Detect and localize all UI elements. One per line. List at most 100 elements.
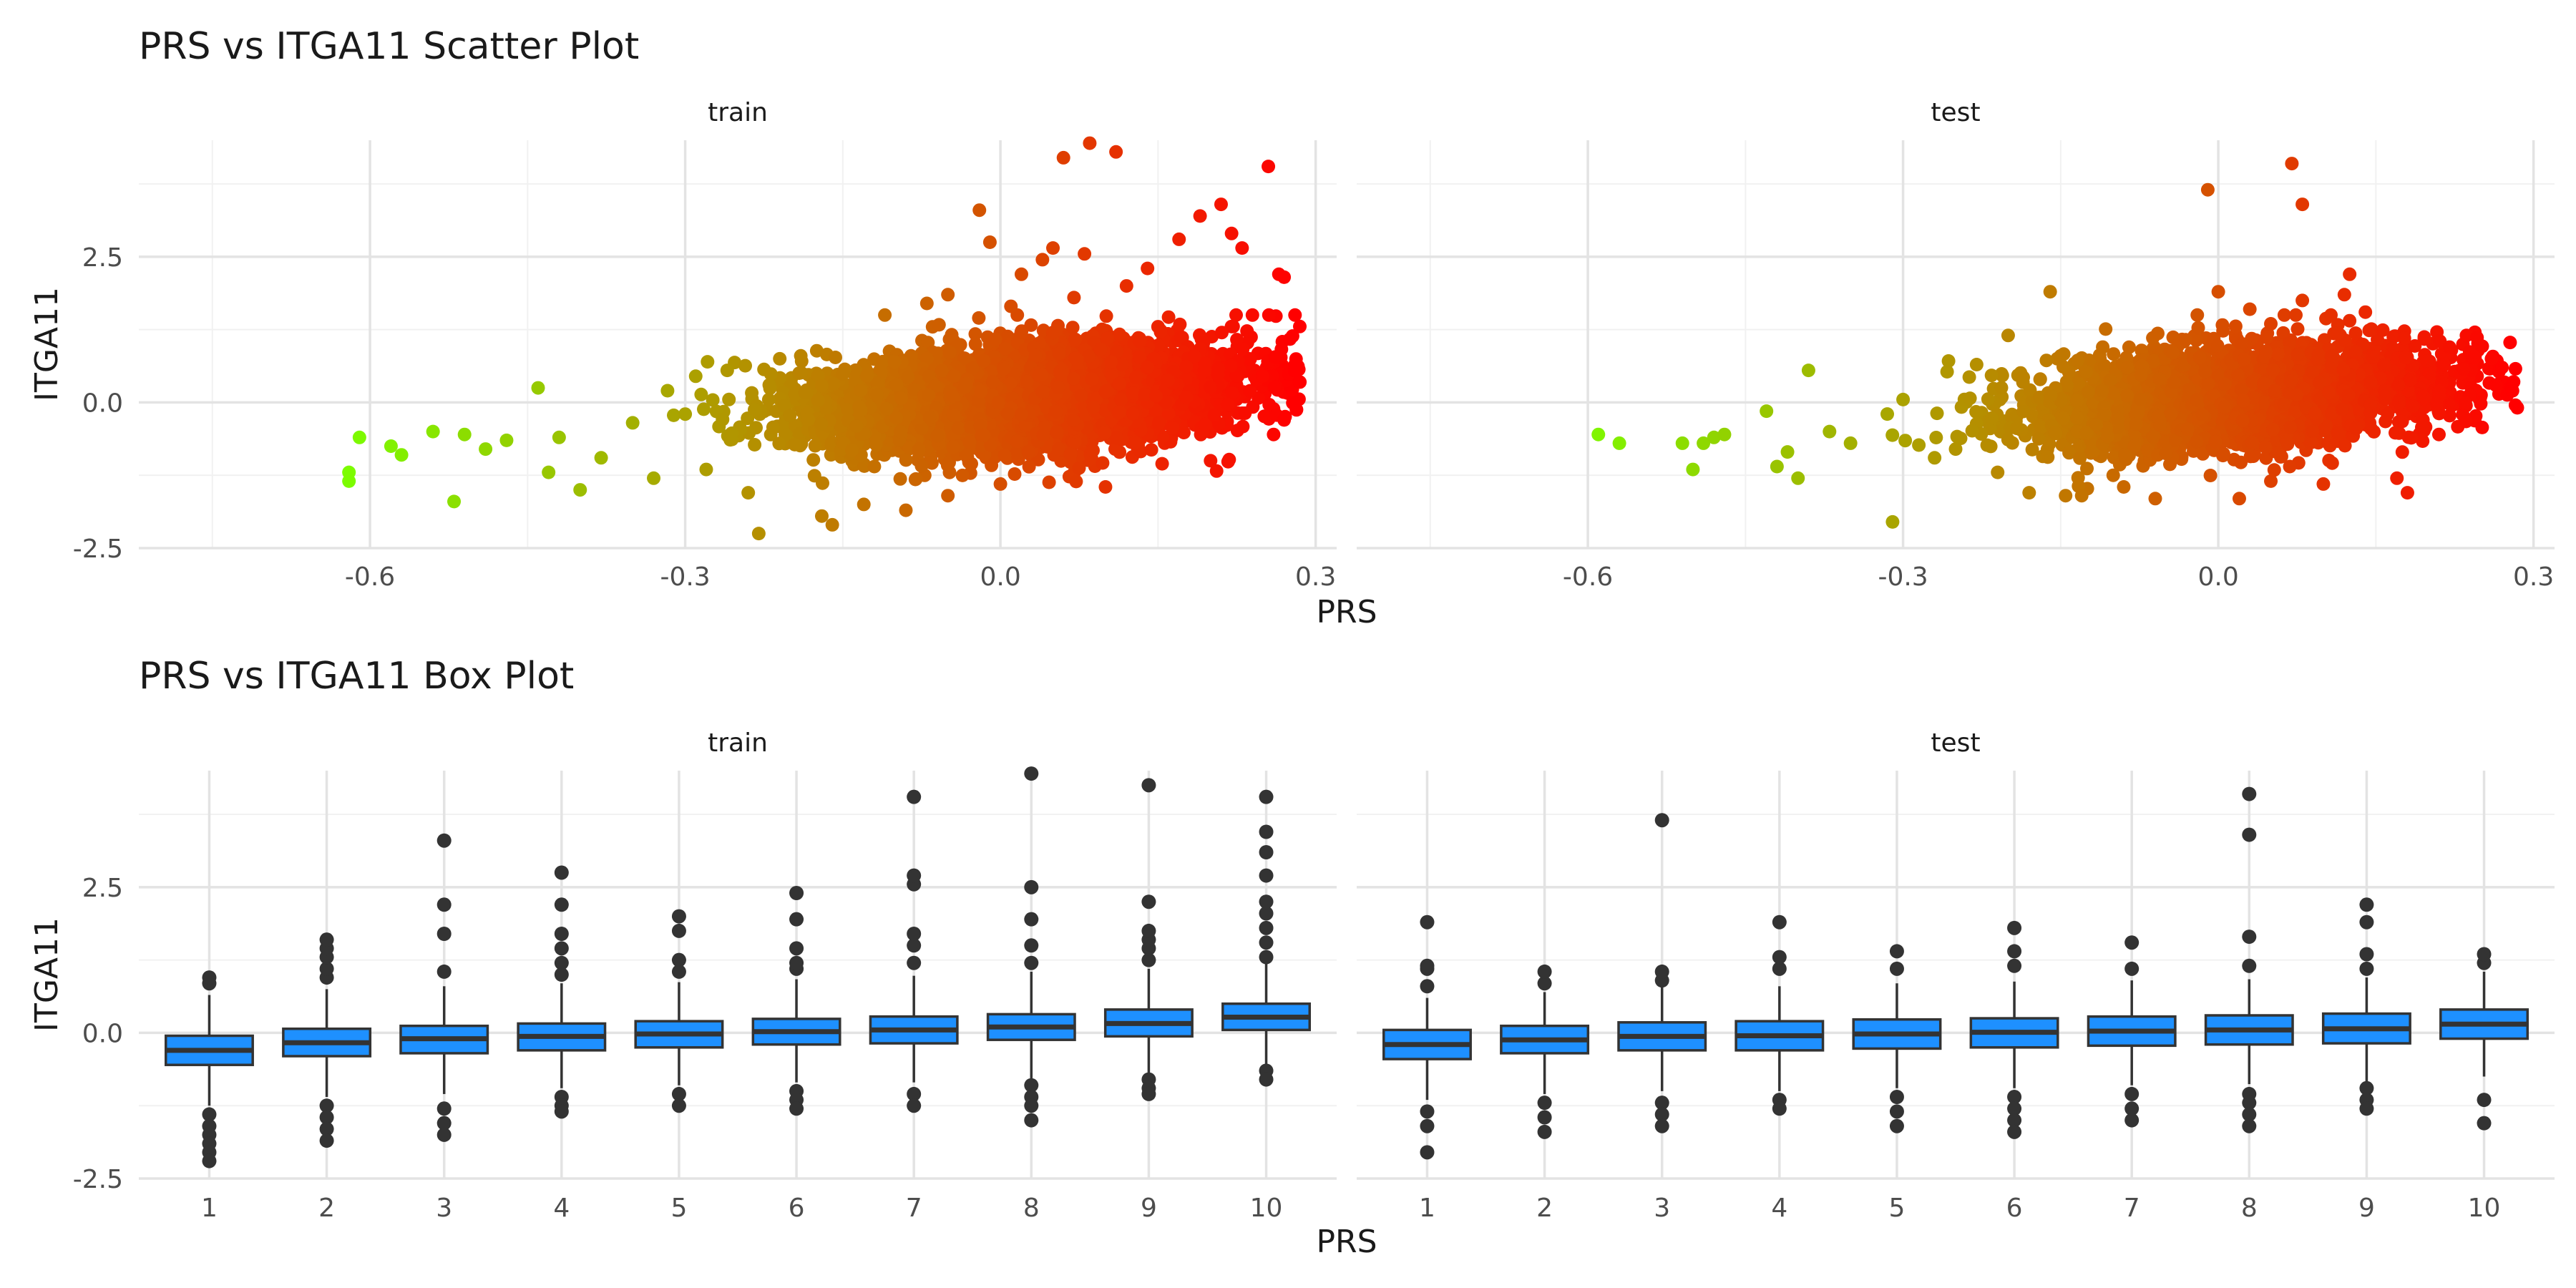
scatter-point xyxy=(745,386,759,400)
scatter-point xyxy=(1289,352,1303,366)
scatter-point xyxy=(998,341,1013,356)
scatter-point xyxy=(1109,431,1123,445)
scatter-point xyxy=(660,384,675,398)
scatter-point xyxy=(694,387,708,401)
scatter-point xyxy=(968,337,982,351)
scatter-point xyxy=(957,351,972,366)
scatter-point xyxy=(965,457,978,471)
scatter-point xyxy=(1063,447,1078,461)
scatter-point xyxy=(1224,358,1238,373)
scatter-point xyxy=(1229,369,1244,383)
scatter-point xyxy=(1096,456,1110,470)
scatter-point xyxy=(1221,454,1235,469)
scatter-point xyxy=(857,459,872,473)
scatter-point xyxy=(972,311,986,325)
scatter-point xyxy=(955,468,970,482)
scatter-point xyxy=(924,456,939,470)
scatter-point xyxy=(1207,409,1221,422)
scatter-point xyxy=(1008,467,1022,481)
scatter-point xyxy=(1069,474,1083,489)
scatter-point xyxy=(1113,327,1126,341)
scatter-point xyxy=(876,354,890,369)
scatter-point xyxy=(988,332,1002,346)
scatter-point xyxy=(738,358,752,373)
scatter-point xyxy=(1226,319,1240,333)
scatter-strip-train: train xyxy=(708,98,768,127)
scatter-point xyxy=(909,472,923,486)
scatter-point xyxy=(1156,429,1170,444)
scatter-point xyxy=(1293,319,1307,333)
scatter-point xyxy=(1204,380,1217,394)
scatter-point-cloud xyxy=(660,308,1307,490)
scatter-point xyxy=(725,426,739,440)
scatter-point xyxy=(1257,409,1272,424)
scatter-point xyxy=(766,420,780,434)
scatter-point xyxy=(761,393,776,406)
scatter-point xyxy=(914,421,929,436)
scatter-point xyxy=(1286,396,1300,410)
scatter-point xyxy=(1151,338,1166,353)
scatter-point xyxy=(860,369,874,383)
scatter-point xyxy=(788,437,802,452)
scatter-point xyxy=(836,366,850,381)
scatter-point xyxy=(1245,308,1259,322)
scatter-point xyxy=(1177,426,1191,439)
scatter-point xyxy=(932,318,946,332)
scatter-point xyxy=(1126,406,1140,421)
scatter-point xyxy=(1144,443,1158,457)
scatter-point xyxy=(1099,309,1113,323)
scatter-point xyxy=(1166,421,1180,435)
scatter-point xyxy=(716,412,730,426)
scatter-point xyxy=(1108,442,1122,457)
scatter-point xyxy=(1052,442,1065,457)
scatter-point xyxy=(1243,384,1257,398)
scatter-point xyxy=(1042,475,1056,489)
scatter-point xyxy=(722,392,736,406)
scatter-point xyxy=(1215,326,1229,340)
scatter-point xyxy=(1240,324,1254,338)
scatter-point xyxy=(1283,332,1297,346)
scatter-point xyxy=(1262,308,1276,322)
scatter-point xyxy=(706,393,720,407)
scatter-point xyxy=(1225,386,1239,400)
scatter-point xyxy=(806,453,821,467)
scatter-point xyxy=(794,366,809,380)
scatter-point xyxy=(829,351,842,364)
scatter-point xyxy=(1288,308,1302,322)
scatter-point xyxy=(1238,406,1252,420)
scatter-point xyxy=(748,438,762,452)
scatter-point xyxy=(1243,352,1257,366)
scatter-point xyxy=(1024,318,1038,332)
scatter-point xyxy=(1173,317,1187,331)
scatter-point xyxy=(1152,416,1166,430)
scatter-point xyxy=(1128,436,1142,449)
scatter-point xyxy=(968,327,982,341)
scatter-point xyxy=(1068,332,1082,346)
scatter-point xyxy=(667,408,680,422)
scatter-point xyxy=(899,453,913,467)
scatter-point xyxy=(1155,457,1169,471)
scatter-point xyxy=(1174,330,1189,344)
scatter-strip-test: test xyxy=(1931,98,1980,127)
scatter-point xyxy=(1221,397,1235,411)
scatter-point xyxy=(1022,459,1036,474)
scatter-point xyxy=(849,363,862,377)
scatter-point xyxy=(1065,321,1080,335)
scatter-point xyxy=(940,458,955,472)
scatter-point xyxy=(807,469,821,483)
scatter-point xyxy=(1236,419,1250,434)
scatter-point xyxy=(1209,464,1224,478)
scatter-point xyxy=(808,439,822,453)
scatter-point xyxy=(1267,380,1282,394)
scatter-point xyxy=(1086,444,1100,457)
scatter-point xyxy=(701,355,715,369)
scatter-point xyxy=(772,436,786,451)
scatter-point xyxy=(1014,326,1028,340)
scatter-point xyxy=(1161,310,1176,324)
scatter-point xyxy=(1229,308,1243,322)
scatter-title: PRS vs ITGA11 Scatter Plot xyxy=(139,25,639,68)
scatter-point xyxy=(697,402,711,416)
scatter-point xyxy=(826,376,841,391)
